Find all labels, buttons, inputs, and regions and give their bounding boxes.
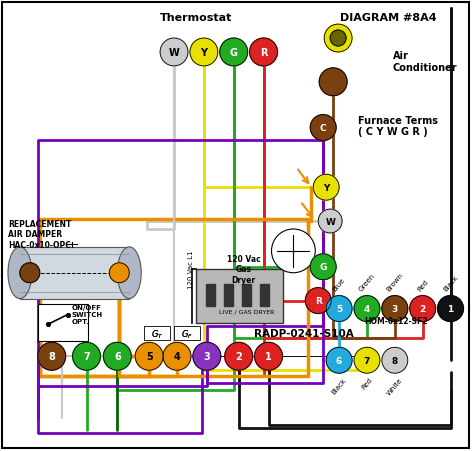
Circle shape <box>193 343 221 370</box>
Circle shape <box>38 343 65 370</box>
Circle shape <box>354 296 380 322</box>
Text: Red: Red <box>361 376 374 390</box>
Text: 3: 3 <box>203 351 210 361</box>
Text: Brown: Brown <box>385 272 404 292</box>
Circle shape <box>313 175 339 201</box>
Bar <box>20 247 129 299</box>
Text: 6: 6 <box>336 356 342 365</box>
Text: $G_F$: $G_F$ <box>181 327 193 340</box>
Text: White: White <box>386 376 404 396</box>
Bar <box>206 284 215 306</box>
Text: G: G <box>319 262 327 272</box>
Text: 4: 4 <box>173 351 181 361</box>
Circle shape <box>318 210 342 234</box>
Text: R: R <box>260 48 267 58</box>
Circle shape <box>163 343 191 370</box>
Circle shape <box>255 343 283 370</box>
Circle shape <box>326 348 352 373</box>
Circle shape <box>160 39 188 67</box>
Circle shape <box>330 31 346 47</box>
Circle shape <box>354 348 380 373</box>
Bar <box>242 284 251 306</box>
Bar <box>144 327 170 341</box>
Circle shape <box>310 254 336 280</box>
Text: Y: Y <box>201 48 207 58</box>
Text: HOM-0x12-SF2: HOM-0x12-SF2 <box>364 317 428 326</box>
Circle shape <box>326 296 352 322</box>
Bar <box>38 304 88 341</box>
Circle shape <box>135 343 163 370</box>
Circle shape <box>250 39 277 67</box>
Circle shape <box>324 25 352 53</box>
Text: W: W <box>325 217 335 226</box>
Text: 4: 4 <box>364 304 370 313</box>
Bar <box>174 327 200 341</box>
Circle shape <box>382 348 408 373</box>
Text: Black: Black <box>331 376 347 395</box>
Text: Furnace Terms
( C Y W G R ): Furnace Terms ( C Y W G R ) <box>358 115 438 137</box>
Text: 7: 7 <box>83 351 90 361</box>
Bar <box>224 284 233 306</box>
Text: G: G <box>230 48 237 58</box>
Text: LIVE / GAS DRYER: LIVE / GAS DRYER <box>219 309 274 314</box>
Text: Y: Y <box>323 183 329 192</box>
Ellipse shape <box>8 247 32 299</box>
Text: 7: 7 <box>364 356 370 365</box>
Text: RADP-0241-S10A: RADP-0241-S10A <box>254 329 353 339</box>
Text: 6: 6 <box>114 351 121 361</box>
Circle shape <box>272 230 315 273</box>
Text: 120 Vac L1: 120 Vac L1 <box>188 250 194 289</box>
Text: 8: 8 <box>392 356 398 365</box>
Text: 5: 5 <box>336 304 342 313</box>
Text: W: W <box>169 48 180 58</box>
Text: $G_F$: $G_F$ <box>181 327 193 340</box>
Circle shape <box>310 115 336 141</box>
Text: C: C <box>320 124 327 133</box>
Circle shape <box>103 343 131 370</box>
Circle shape <box>109 263 129 283</box>
Text: $G_T$: $G_T$ <box>151 327 164 340</box>
Circle shape <box>305 288 331 314</box>
Text: Black: Black <box>442 274 459 292</box>
Text: 8: 8 <box>48 351 55 361</box>
Circle shape <box>73 343 100 370</box>
Ellipse shape <box>118 247 141 299</box>
Bar <box>260 284 268 306</box>
Text: Blue: Blue <box>332 276 346 292</box>
Text: 120 Vac
Gas
Dryer: 120 Vac Gas Dryer <box>227 254 261 284</box>
Circle shape <box>438 296 464 322</box>
Text: 2: 2 <box>419 304 426 313</box>
Bar <box>196 269 283 324</box>
Text: DIAGRAM #8A4: DIAGRAM #8A4 <box>339 13 436 23</box>
Text: ON/OFF
SWITCH
OPT.: ON/OFF SWITCH OPT. <box>72 304 103 324</box>
Text: 3: 3 <box>392 304 398 313</box>
Text: 5: 5 <box>146 351 153 361</box>
Circle shape <box>410 296 436 322</box>
Circle shape <box>20 263 40 283</box>
Text: Air
Conditioner: Air Conditioner <box>393 51 457 73</box>
Text: $G_T$: $G_T$ <box>151 327 164 340</box>
Circle shape <box>382 296 408 322</box>
Text: REPLACEMENT
AIR DAMPER
HAC-0x10-OPC: REPLACEMENT AIR DAMPER HAC-0x10-OPC <box>8 220 71 249</box>
Text: Red: Red <box>416 278 429 292</box>
Circle shape <box>220 39 247 67</box>
Text: Thermostat: Thermostat <box>160 13 232 23</box>
Text: 2: 2 <box>235 351 242 361</box>
Circle shape <box>190 39 218 67</box>
Circle shape <box>319 69 347 97</box>
Circle shape <box>225 343 253 370</box>
Text: R: R <box>315 296 322 305</box>
Text: Green: Green <box>358 272 376 292</box>
Text: 1: 1 <box>265 351 272 361</box>
Text: 1: 1 <box>447 304 454 313</box>
